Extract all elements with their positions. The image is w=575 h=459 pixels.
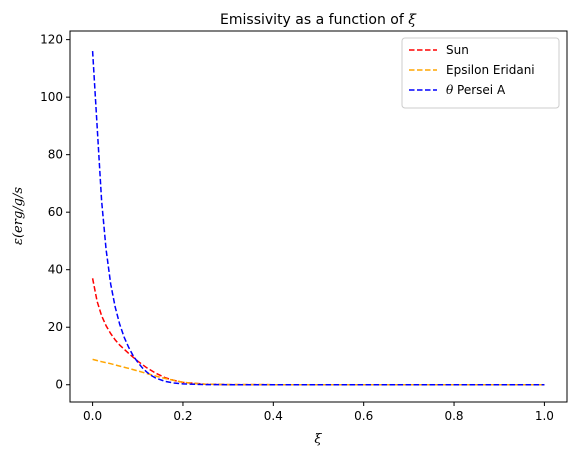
y-tick-label: 0 <box>55 378 63 392</box>
x-axis-label: ξ <box>314 432 322 447</box>
y-tick-label: 20 <box>48 320 63 334</box>
legend-label-0: Sun <box>446 43 469 57</box>
x-tick-label: 0.4 <box>264 409 283 423</box>
chart-title: Emissivity as a function of ξ <box>220 12 417 28</box>
y-tick-label: 120 <box>40 33 63 47</box>
x-tick-label: 0.8 <box>444 409 463 423</box>
legend: Sun Epsilon Eridani θ Persei A <box>401 37 560 109</box>
x-tick-label: 0.0 <box>83 409 102 423</box>
x-tick-label: 1.0 <box>535 409 554 423</box>
legend-label-1: Epsilon Eridani <box>446 63 535 77</box>
plot-lines <box>91 51 545 386</box>
x-tick-label: 0.6 <box>354 409 373 423</box>
series-line-0 <box>91 278 545 386</box>
legend-box <box>401 37 560 109</box>
y-tick-label: 80 <box>48 148 63 162</box>
legend-entries: Sun Epsilon Eridani θ Persei A <box>409 43 535 97</box>
y-axis-label: ε(erg/g/s <box>11 187 26 245</box>
y-tick-label: 40 <box>48 263 63 277</box>
legend-label-2: θ Persei A <box>446 83 506 97</box>
x-axis-ticks: 0.0 0.2 0.4 0.6 0.8 1.0 <box>83 402 554 423</box>
x-tick-label: 0.2 <box>173 409 192 423</box>
y-tick-label: 100 <box>40 90 63 104</box>
plot-frame <box>69 30 568 403</box>
series-line-2 <box>91 51 545 386</box>
y-tick-label: 60 <box>48 205 63 219</box>
y-axis-ticks: 0 20 40 60 80 100 120 <box>40 33 70 392</box>
